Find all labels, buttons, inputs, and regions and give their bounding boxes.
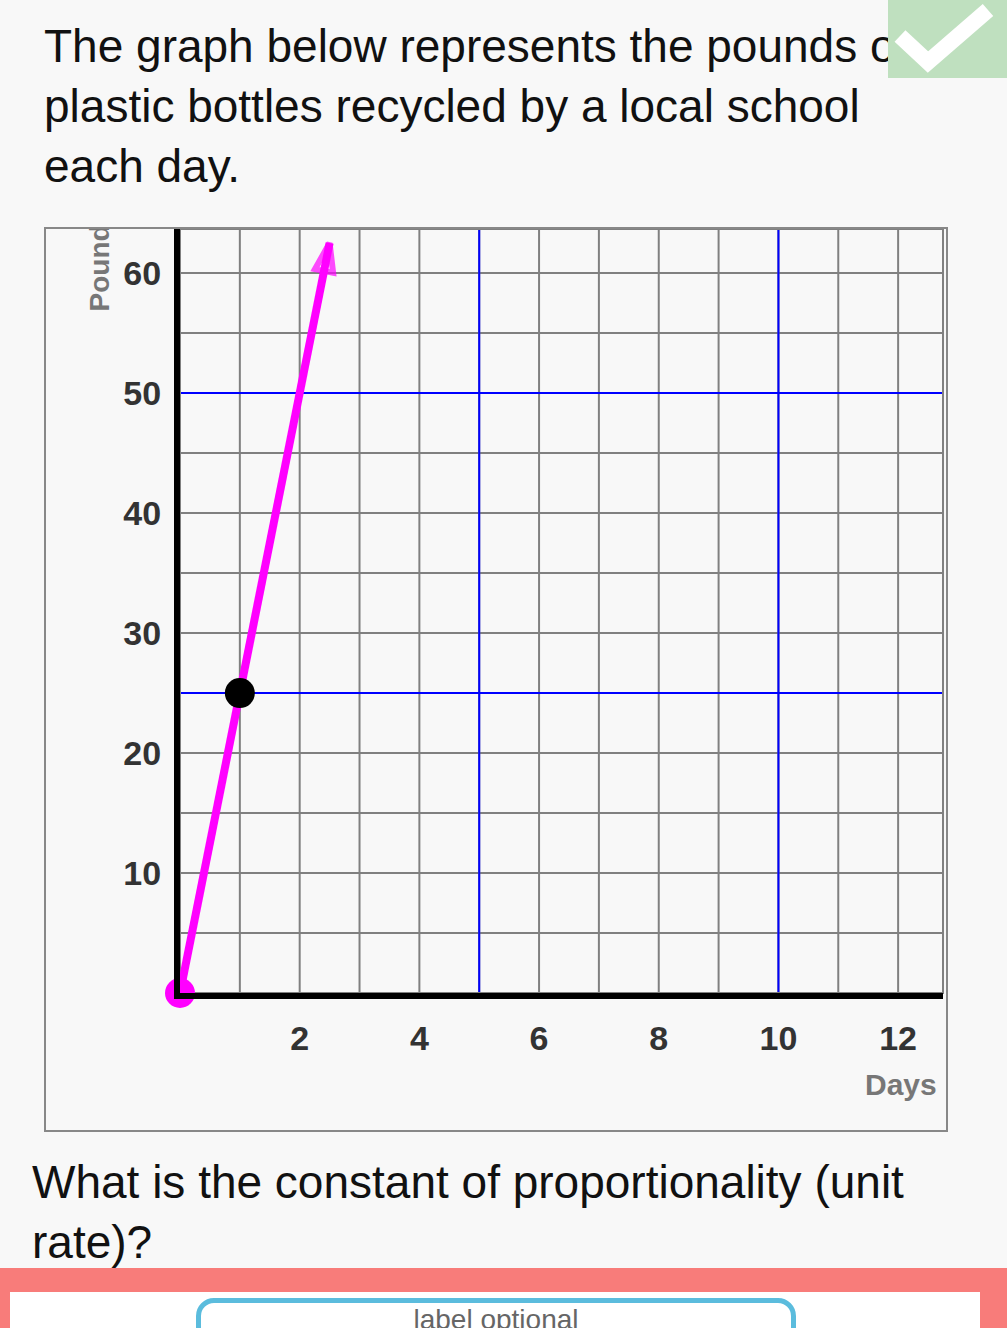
svg-text:60: 60 [123,254,161,292]
svg-text:Pounds: Pounds [84,229,115,311]
html-text:What is the constant of propor: What is the constant of proportionality … [32,1156,904,1268]
svg-text:20: 20 [123,734,161,772]
svg-text:40: 40 [123,494,161,532]
svg-text:10: 10 [123,854,161,892]
svg-text:30: 30 [123,614,161,652]
svg-text:12: 12 [879,1019,917,1057]
svg-text:6: 6 [530,1019,549,1057]
svg-text:2: 2 [290,1019,309,1057]
html-text:The graph below represents the: The graph below represents the pounds of… [44,20,909,192]
svg-text:10: 10 [760,1019,798,1057]
svg-text:4: 4 [410,1019,429,1057]
svg-text:Days: Days [865,1068,937,1101]
svg-text:8: 8 [649,1019,668,1057]
svg-text:50: 50 [123,374,161,412]
